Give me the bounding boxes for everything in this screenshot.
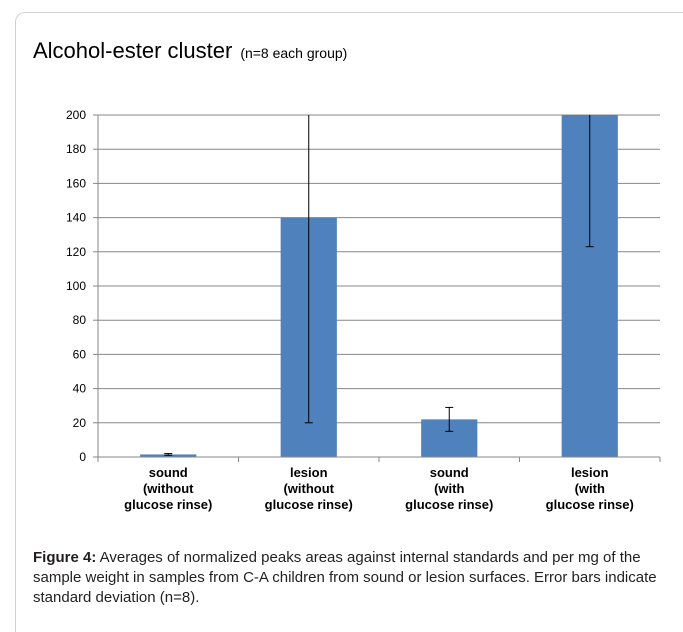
y-tick-label: 120 <box>66 245 86 259</box>
caption-text: Averages of normalized peaks areas again… <box>33 549 657 606</box>
y-tick-label: 0 <box>79 450 86 464</box>
subtitle: (n=8 each group) <box>240 45 347 61</box>
x-tick-label: sound (with glucose rinse) <box>405 465 493 512</box>
caption: Figure 4: Averages of normalized peaks a… <box>33 548 668 608</box>
title: Alcohol-ester cluster <box>33 38 232 63</box>
y-tick-label: 100 <box>66 279 86 293</box>
error-bar <box>304 115 313 424</box>
error-bar <box>585 115 594 248</box>
y-tick-label: 180 <box>66 142 86 156</box>
error-bar <box>445 406 454 432</box>
error-bar <box>164 453 173 456</box>
plot-area <box>140 115 618 457</box>
frame <box>15 12 683 632</box>
y-tick-label: 80 <box>73 313 87 327</box>
x-tick-label: lesion (with glucose rinse) <box>546 465 634 512</box>
y-tick-label: 60 <box>73 347 87 361</box>
x-tick-label: lesion (without glucose rinse) <box>265 465 353 512</box>
y-tick-label: 160 <box>66 176 86 190</box>
y-tick-label: 20 <box>73 416 87 430</box>
caption-label: Figure 4: <box>33 549 97 566</box>
y-tick-label: 40 <box>73 382 87 396</box>
chart: Alcohol-ester cluster (n=8 each group) 0 2… <box>33 38 661 512</box>
x-tick-label: sound (without glucose rinse) <box>124 465 212 512</box>
y-tick-label: 140 <box>66 211 86 225</box>
chart-title: Alcohol-ester cluster (n=8 each group) <box>33 38 347 63</box>
y-tick-label: 200 <box>66 108 86 122</box>
